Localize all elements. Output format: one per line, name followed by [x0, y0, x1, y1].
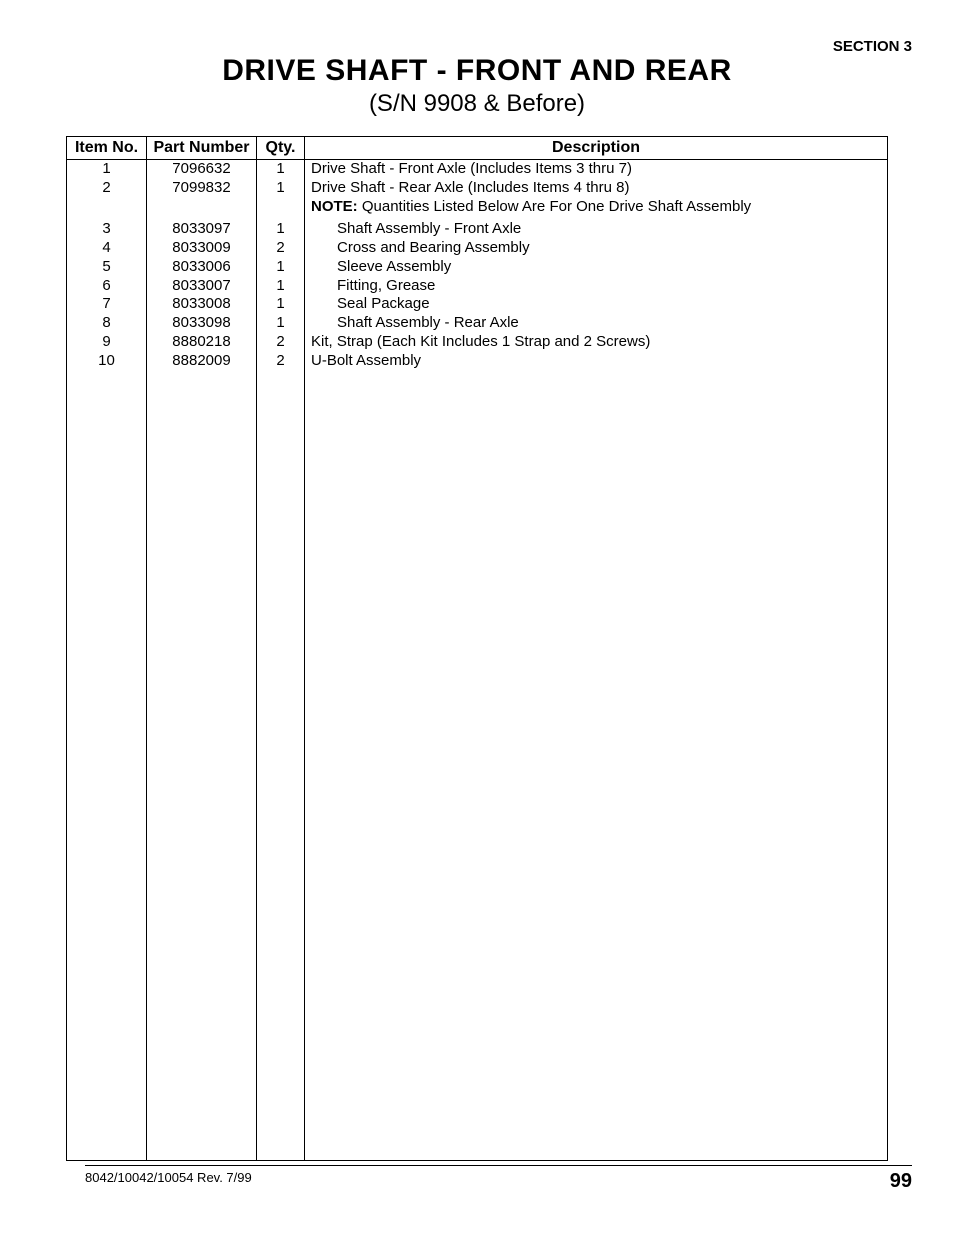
table-row: 1088820092U-Bolt Assembly [67, 352, 888, 371]
page-title: DRIVE SHAFT - FRONT AND REAR [42, 54, 912, 88]
cell-part: 8033006 [147, 258, 257, 277]
cell-desc: Fitting, Grease [305, 277, 888, 296]
cell-desc: Drive Shaft - Rear Axle (Includes Items … [305, 179, 888, 198]
page-footer: 8042/10042/10054 Rev. 7/99 99 [85, 1165, 912, 1193]
page-subtitle: (S/N 9908 & Before) [42, 90, 912, 118]
cell-item: 3 [67, 220, 147, 239]
cell-text: Cross and Bearing Assembly [311, 239, 530, 258]
table-note-row: NOTE: Quantities Listed Below Are For On… [67, 198, 888, 217]
section-label: SECTION 3 [833, 38, 912, 55]
cell-item: 9 [67, 333, 147, 352]
table-row: 680330071 Fitting, Grease [67, 277, 888, 296]
cell-qty: 1 [257, 220, 305, 239]
cell-qty: 1 [257, 314, 305, 333]
cell-text: Shaft Assembly - Rear Axle [311, 314, 519, 333]
table-filler [67, 370, 888, 1160]
cell-note: NOTE: Quantities Listed Below Are For On… [305, 198, 888, 217]
filler-cell [305, 370, 888, 1160]
cell-qty: 2 [257, 352, 305, 371]
table-row: 988802182Kit, Strap (Each Kit Includes 1… [67, 333, 888, 352]
table-header: Item No. Part Number Qty. Description [67, 137, 888, 160]
cell-item: 1 [67, 160, 147, 179]
cell-part: 8882009 [147, 352, 257, 371]
filler-cell [147, 370, 257, 1160]
cell-part: 8033008 [147, 295, 257, 314]
cell-item: 10 [67, 352, 147, 371]
cell-desc: Kit, Strap (Each Kit Includes 1 Strap an… [305, 333, 888, 352]
col-header-qty: Qty. [257, 137, 305, 160]
table-row: 270998321Drive Shaft - Rear Axle (Includ… [67, 179, 888, 198]
cell-qty: 2 [257, 333, 305, 352]
filler-cell [67, 370, 147, 1160]
cell-item: 4 [67, 239, 147, 258]
cell-text: Fitting, Grease [311, 277, 435, 296]
table-row: 580330061 Sleeve Assembly [67, 258, 888, 277]
cell-qty: 2 [257, 239, 305, 258]
cell-desc: Shaft Assembly - Rear Axle [305, 314, 888, 333]
filler-cell [257, 370, 305, 1160]
page: SECTION 3 DRIVE SHAFT - FRONT AND REAR (… [0, 0, 954, 1235]
cell-qty: 1 [257, 295, 305, 314]
cell-item [67, 198, 147, 217]
cell-part [147, 198, 257, 217]
col-header-desc: Description [305, 137, 888, 160]
cell-qty: 1 [257, 277, 305, 296]
cell-desc: Sleeve Assembly [305, 258, 888, 277]
cell-item: 6 [67, 277, 147, 296]
cell-item: 7 [67, 295, 147, 314]
cell-desc: Drive Shaft - Front Axle (Includes Items… [305, 160, 888, 179]
footer-page-number: 99 [890, 1170, 912, 1193]
cell-part: 8880218 [147, 333, 257, 352]
table-row: 880330981 Shaft Assembly - Rear Axle [67, 314, 888, 333]
cell-part: 8033097 [147, 220, 257, 239]
col-header-part: Part Number [147, 137, 257, 160]
parts-table: Item No. Part Number Qty. Description 17… [66, 136, 888, 1161]
table-row: 170966321Drive Shaft - Front Axle (Inclu… [67, 160, 888, 179]
cell-item: 2 [67, 179, 147, 198]
note-text: Quantities Listed Below Are For One Driv… [358, 198, 752, 215]
cell-qty [257, 198, 305, 217]
cell-text: Shaft Assembly - Front Axle [311, 220, 521, 239]
note-label: NOTE: [311, 198, 358, 215]
cell-part: 7099832 [147, 179, 257, 198]
cell-part: 7096632 [147, 160, 257, 179]
cell-text: Sleeve Assembly [311, 258, 451, 277]
cell-qty: 1 [257, 160, 305, 179]
cell-qty: 1 [257, 258, 305, 277]
cell-item: 5 [67, 258, 147, 277]
cell-part: 8033009 [147, 239, 257, 258]
table-row: 480330092 Cross and Bearing Assembly [67, 239, 888, 258]
cell-desc: Shaft Assembly - Front Axle [305, 220, 888, 239]
table-row: 780330081 Seal Package [67, 295, 888, 314]
cell-part: 8033098 [147, 314, 257, 333]
cell-desc: Seal Package [305, 295, 888, 314]
cell-text: Seal Package [311, 295, 430, 314]
table-body: 170966321Drive Shaft - Front Axle (Inclu… [67, 160, 888, 1161]
cell-part: 8033007 [147, 277, 257, 296]
cell-qty: 1 [257, 179, 305, 198]
cell-desc: U-Bolt Assembly [305, 352, 888, 371]
col-header-item: Item No. [67, 137, 147, 160]
footer-revision: 8042/10042/10054 Rev. 7/99 [85, 1170, 252, 1185]
table-row: 380330971 Shaft Assembly - Front Axle [67, 220, 888, 239]
cell-item: 8 [67, 314, 147, 333]
cell-desc: Cross and Bearing Assembly [305, 239, 888, 258]
